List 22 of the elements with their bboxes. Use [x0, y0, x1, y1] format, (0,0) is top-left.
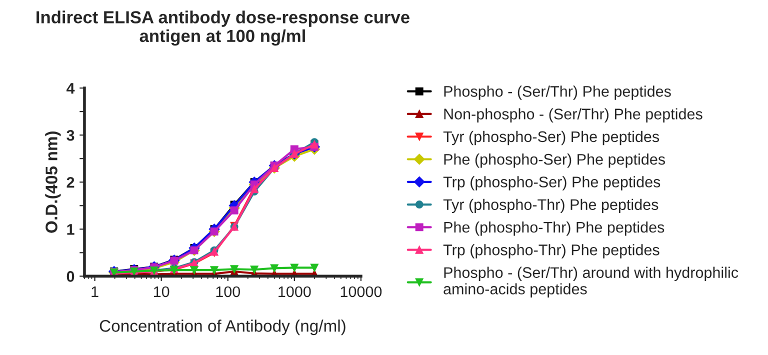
legend-label: Phe (phospho-Thr) Phe peptides [444, 221, 664, 236]
x-tick-label: 10 [154, 286, 170, 298]
y-tick-label: 4 [66, 83, 75, 94]
legend-label: Trp (phospho-Thr) Phe peptides [443, 244, 660, 258]
y-tick-label: 0 [66, 271, 74, 282]
legend-label: Tyr (phospho-Thr) Phe peptides [443, 198, 658, 214]
y-tick-label: 1 [67, 224, 74, 235]
y-tick-label: 3 [66, 130, 74, 141]
y-tick-label: 2 [66, 176, 74, 188]
legend-label: Phospho - (Ser/Thr) Phe peptides [444, 86, 671, 100]
x-tick-label: 1 [92, 286, 98, 297]
x-tick-label: 100 [216, 286, 240, 298]
legend-label: Tyr (phospho-Ser) Phe peptides [443, 130, 660, 146]
x-tick-label: 10000 [340, 286, 382, 298]
chart-title: Indirect ELISA antibody dose-response curve antigen at 100 ng/ml [36, 10, 410, 46]
x-axis-title: Concentration of Antibody (ng/ml) [100, 320, 346, 336]
legend-label: Trp (phospho-Ser) Phe peptides [443, 176, 660, 190]
x-tick-label: 1000 [278, 286, 311, 298]
legend-label: Phe (phospho-Ser) Phe peptides [444, 154, 665, 168]
y-axis-title: O.D.(405 nm) [45, 132, 61, 233]
legend-label: Phospho - (Ser/Thr) around with hydrophilic amino-acids peptides [444, 266, 738, 298]
legend-label: Non-phospho - (Ser/Thr) Phe peptides [444, 108, 702, 122]
